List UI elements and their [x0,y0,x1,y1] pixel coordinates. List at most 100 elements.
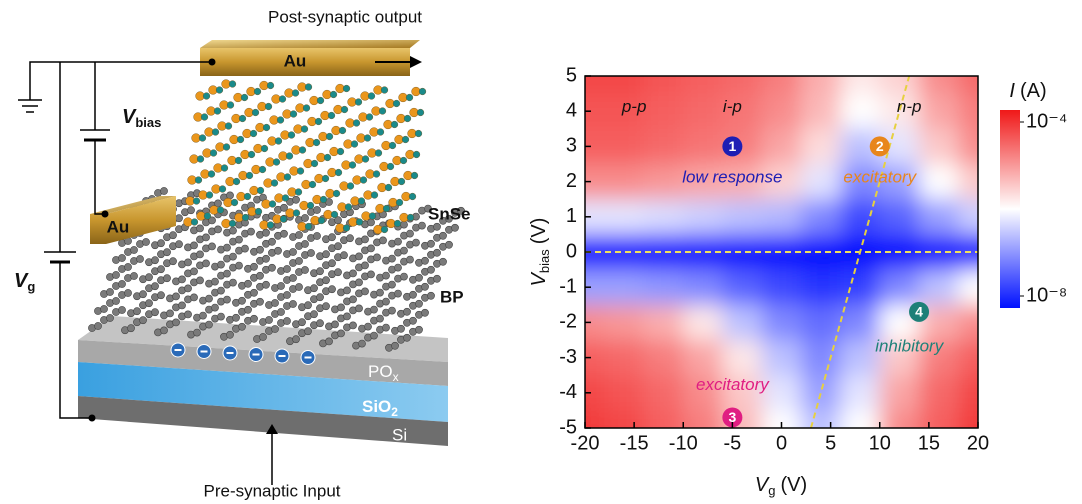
bp-atom [403,334,410,341]
vbias-label: Vbias [122,106,161,130]
snse-atom [404,115,411,122]
snse-atom [415,130,422,137]
bp-atom [211,304,218,311]
snse-atom [324,154,331,161]
bp-atom [262,255,269,262]
bp-atom [400,247,407,254]
snse-atom [385,184,392,191]
heat-cell [644,28,684,94]
snse-atom [286,153,293,160]
bp-atom [127,325,134,332]
bp-atom [226,192,233,199]
bp-atom [361,236,368,243]
snse-atom [377,129,384,136]
node [209,59,216,66]
snse-atom [265,103,272,110]
snse-atom [387,163,394,170]
bp-atom [283,317,290,324]
snse-atom [250,130,257,137]
bp-atom [403,308,410,315]
heat-cell [605,305,645,341]
x-tick-label: 15 [918,432,940,454]
bp-atom [169,232,176,239]
bp-atom [238,297,245,304]
bp-atom [370,306,377,313]
bp-atom [298,319,305,326]
snse-atom [273,159,280,166]
snse-atom [398,178,405,185]
bp-atom [343,287,350,294]
bp-atom [379,237,386,244]
snse-atom [362,156,369,163]
snse-atom [419,88,426,95]
bp-atom [157,292,164,299]
bp-atom [340,252,347,259]
heat-cell [801,375,841,411]
bp-atom [376,289,383,296]
snse-atom [203,93,210,100]
bp-atom [232,314,239,321]
bp-atom [142,238,149,245]
bp-atom [355,253,362,260]
snse-atom [409,193,416,200]
bp-atom [346,235,353,242]
heat-cell [605,28,645,94]
bp-atom [226,331,233,338]
bp-atom [229,253,236,260]
snse-atom [217,207,224,214]
snse-atom [318,217,325,224]
bp-atom [256,272,263,279]
snse-atom [290,111,297,118]
y-tick-label: 4 [566,99,577,121]
bp-atom [190,268,197,275]
bp-atom [283,265,290,272]
bp-atom [337,330,344,337]
heat-cell [605,270,645,306]
bp-atom [421,257,428,264]
y-label-sub: bias [537,249,552,273]
bp-atom [388,307,395,314]
heat-cell [801,340,841,376]
bp-atom [271,299,278,306]
snse-atom [407,214,414,221]
snse-atom [305,84,312,91]
snse-atom [231,199,238,206]
snse-atom [396,199,403,206]
annotation: inhibitory [875,337,945,356]
bp-atom [415,326,422,333]
bottom-label: Pre-synaptic Input [203,481,340,500]
heat-cell [762,28,802,94]
bp-atom [307,249,314,256]
bp-atom [196,225,203,232]
bp-atom [223,244,230,251]
bp-atom [151,257,158,264]
bp-atom [244,280,251,287]
bp-atom [355,279,362,286]
vbias-sub: bias [135,115,161,130]
bp-atom [118,306,125,313]
si-label: Si [392,425,407,444]
y-tick-label: 1 [566,205,577,227]
snse-atom [313,139,320,146]
x-tick-label: 0 [776,432,787,454]
snse-atom [322,175,329,182]
bp-atom [325,338,332,345]
snse-atom [341,106,348,113]
heat-cell [880,199,920,235]
heat-cell [919,375,959,411]
bp-atom [343,313,350,320]
heat-cell [605,375,645,411]
bp-atom [145,274,152,281]
snse-atom [292,90,299,97]
snse-atom [299,147,306,154]
snse-atom [347,183,354,190]
bp-atom [313,206,320,213]
heat-cell [762,270,802,306]
bp-atom [250,289,257,296]
top-electrode-top [200,40,420,48]
bp-atom [175,215,182,222]
bp-atom [217,287,224,294]
bp-atom [349,270,356,277]
bp-atom [334,269,341,276]
bp-atom [322,251,329,258]
